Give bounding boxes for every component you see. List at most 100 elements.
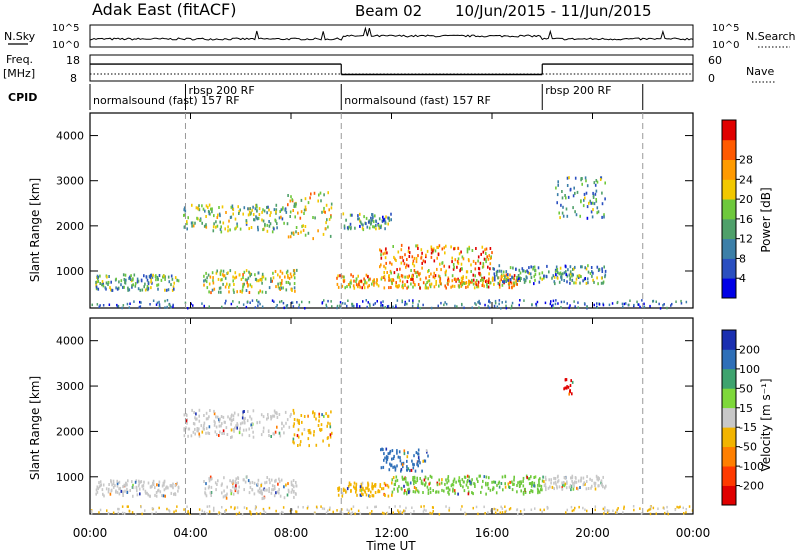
power-echo-cell [601, 270, 604, 273]
power-echo-cell [146, 287, 148, 291]
power-echo-cell [389, 269, 392, 273]
power-echo-cell [589, 199, 591, 203]
power-echo-cell [212, 281, 215, 285]
velocity-echo-cell [589, 477, 591, 481]
velocity-echo-cell [407, 488, 409, 492]
power-echo-cell [444, 273, 447, 277]
power-echo-cell [406, 302, 408, 306]
velocity-echo-cell [262, 430, 265, 434]
power-echo-cell [534, 269, 537, 273]
velocity-echo-cell [230, 428, 233, 432]
power-echo-cell [253, 218, 256, 222]
velocity-echo-cell [417, 452, 419, 456]
velocity-echo-cell [281, 421, 283, 425]
station-title: Adak East (fitACF) [92, 0, 236, 19]
velocity-echo-cell [321, 507, 324, 510]
power-echo-cell [460, 250, 462, 254]
nsearch-tick-top: 10^5 [712, 23, 739, 34]
velocity-echo-cell [472, 506, 474, 510]
velocity-echo-cell [451, 483, 454, 486]
power-echo-cell [461, 267, 463, 271]
velocity-echo-cell [485, 475, 488, 479]
velocity-echo-cell [529, 490, 531, 494]
power-echo-cell [475, 281, 477, 285]
power-echo-cell [222, 273, 224, 277]
nave-tick-bottom: 0 [708, 72, 715, 85]
power-echo-cell [515, 279, 518, 283]
power-echo-cell [261, 305, 264, 308]
power-echo-cell [220, 290, 222, 294]
velocity-echo-cell [391, 449, 394, 453]
power-echo-cell [141, 288, 144, 292]
velocity-echo-cell [210, 485, 213, 489]
velocity-echo-cell [103, 494, 105, 498]
power-echo-cell [292, 231, 295, 235]
velocity-echo-cell [278, 477, 280, 481]
velocity-echo-cell [563, 387, 565, 391]
power-echo-cell [577, 301, 579, 304]
power-echo-cell [222, 282, 224, 286]
power-echo-cell [461, 280, 463, 284]
power-echo-cell [462, 275, 464, 279]
power-echo-cell [625, 302, 627, 305]
power-echo-cell [511, 275, 513, 279]
power-echo-cell [453, 266, 455, 269]
power-echo-cell [380, 224, 382, 228]
velocity-echo-cell [530, 482, 532, 485]
power-echo-cell [595, 198, 597, 201]
velocity-echo-cell [379, 484, 381, 488]
velocity-echo-cell [313, 414, 316, 418]
velocity-echo-cell [417, 460, 419, 464]
power-echo-cell [242, 284, 245, 288]
power-echo-cell [560, 277, 563, 281]
power-echo-cell [369, 304, 371, 307]
velocity-echo-cell [234, 489, 237, 493]
velocity-echo-cell [392, 511, 394, 514]
power-echo-cell [273, 227, 275, 231]
velocity-echo-cell [578, 505, 580, 509]
velocity-echo-cell [528, 477, 531, 481]
power-echo-cell [430, 248, 433, 251]
power-echo-cell [401, 283, 404, 287]
velocity-echo-cell [126, 487, 128, 491]
power-echo-cell [186, 220, 188, 224]
power-echo-cell [106, 275, 108, 279]
power-echo-cell [323, 206, 325, 210]
velocity-echo-cell [289, 509, 292, 513]
velocity-echo-cell [404, 509, 406, 513]
velocity-echo-cell [299, 443, 301, 447]
power-echo-cell [349, 222, 352, 226]
power-echo-cell [425, 276, 427, 280]
power-echo-cell [429, 283, 431, 287]
power-echo-cell [122, 304, 125, 307]
velocity-echo-cell [200, 424, 203, 428]
power-echo-cell [238, 301, 240, 304]
velocity-echo-cell [412, 466, 415, 470]
velocity-echo-cell [500, 505, 502, 509]
power-echo-cell [401, 275, 404, 279]
velocity-echo-cell [603, 509, 606, 512]
velocity-echo-cell [286, 418, 289, 422]
velocity-echo-cell [322, 439, 324, 443]
power-echo-cell [498, 264, 501, 268]
velocity-echo-cell [678, 506, 680, 509]
power-echo-cell [529, 280, 531, 284]
power-echo-cell [235, 226, 237, 230]
power-echo-cell [312, 216, 314, 219]
velocity-echo-cell [399, 505, 401, 508]
power-echo-cell [565, 270, 567, 274]
power-echo-cell [417, 254, 419, 258]
power-echo-cell [353, 279, 355, 283]
power-echo-cell [170, 274, 173, 278]
power-echo-cell [369, 277, 371, 281]
velocity-echo-cell [155, 494, 158, 498]
velocity-echo-cell [264, 481, 266, 485]
velocity-echo-cell [117, 507, 119, 511]
velocity-echo-cell [147, 481, 150, 485]
velocity-echo-cell [614, 511, 617, 514]
power-echo-cell [275, 285, 277, 289]
power-echo-cell [523, 280, 526, 284]
power-echo-cell [413, 283, 416, 286]
power-echo-cell [498, 269, 501, 273]
